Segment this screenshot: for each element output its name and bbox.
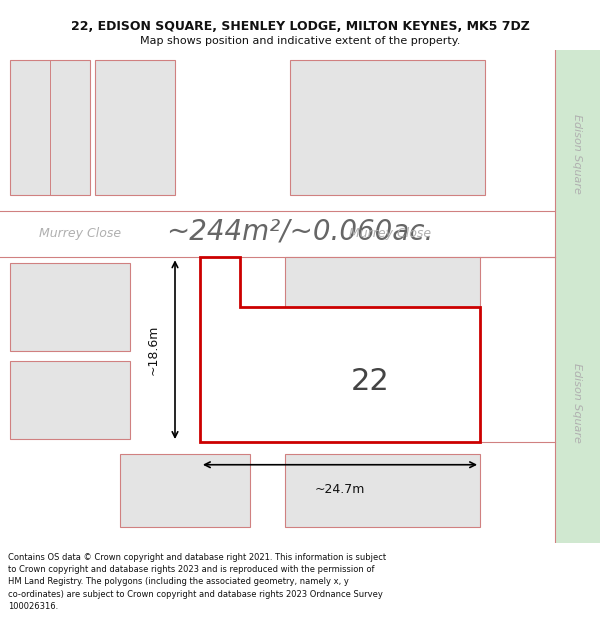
Bar xyxy=(10,361,130,439)
Bar xyxy=(290,61,485,195)
Bar xyxy=(120,454,250,527)
Bar xyxy=(10,61,90,195)
Bar xyxy=(95,61,175,195)
Bar xyxy=(555,50,600,542)
Bar xyxy=(285,454,480,527)
Text: Murrey Close: Murrey Close xyxy=(39,227,121,240)
Bar xyxy=(0,211,555,258)
Bar xyxy=(10,262,130,351)
Text: Murrey Close: Murrey Close xyxy=(349,227,431,240)
Text: Edison Square: Edison Square xyxy=(572,114,582,194)
Text: ~18.6m: ~18.6m xyxy=(147,324,160,375)
Text: Map shows position and indicative extent of the property.: Map shows position and indicative extent… xyxy=(140,36,460,46)
Text: ~24.7m: ~24.7m xyxy=(315,483,365,496)
Polygon shape xyxy=(200,258,480,442)
Text: Contains OS data © Crown copyright and database right 2021. This information is : Contains OS data © Crown copyright and d… xyxy=(8,553,386,611)
Text: ~244m²/~0.060ac.: ~244m²/~0.060ac. xyxy=(166,217,434,246)
Bar xyxy=(285,258,480,442)
Text: Edison Square: Edison Square xyxy=(572,362,582,442)
Text: 22: 22 xyxy=(350,368,389,396)
Text: 22, EDISON SQUARE, SHENLEY LODGE, MILTON KEYNES, MK5 7DZ: 22, EDISON SQUARE, SHENLEY LODGE, MILTON… xyxy=(71,20,529,32)
